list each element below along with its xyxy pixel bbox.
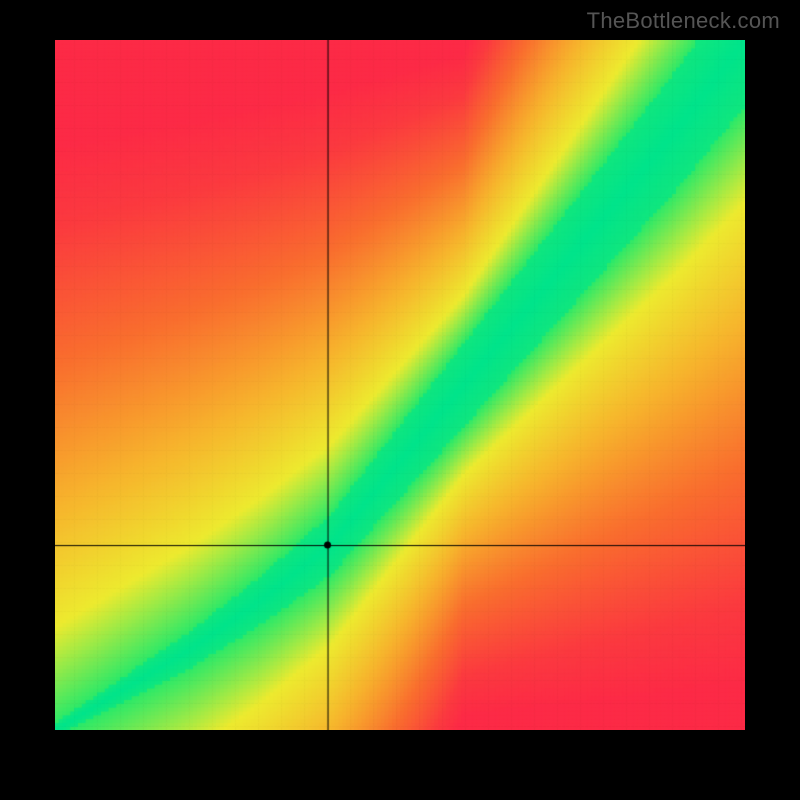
bottleneck-heatmap: [55, 40, 745, 730]
watermark-text: TheBottleneck.com: [587, 8, 780, 34]
heatmap-canvas: [55, 40, 745, 730]
